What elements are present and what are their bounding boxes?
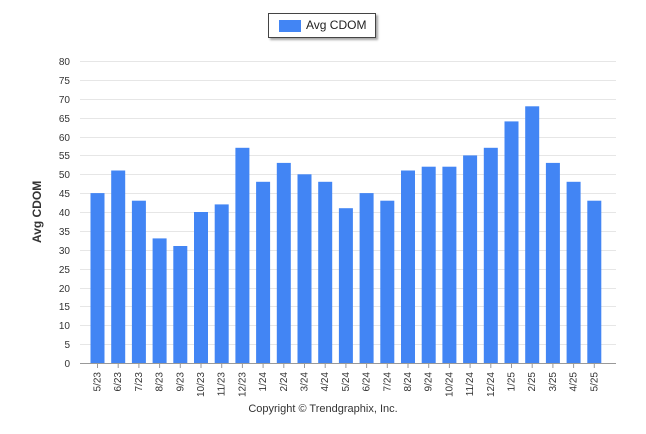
bar-3-24 [297, 174, 312, 364]
bar-7-23 [131, 200, 146, 363]
x-tick-label: 11/24 [465, 372, 476, 397]
x-tick-label: 6/23 [113, 372, 124, 392]
x-tick-label: 1/24 [258, 372, 269, 392]
bar-9-23 [173, 246, 188, 363]
x-tick-label: 2/24 [279, 372, 290, 392]
x-tick-label: 4/24 [320, 372, 331, 392]
bar-5-24 [338, 208, 353, 363]
bar-10-24 [442, 166, 457, 363]
y-tick-label: 20 [59, 284, 71, 295]
bar-12-24 [483, 147, 498, 363]
x-tick-label: 7/23 [134, 372, 145, 392]
y-tick-label: 25 [59, 265, 71, 276]
bar-9-24 [421, 166, 436, 363]
x-tick-label: 9/24 [424, 372, 435, 392]
x-tick-label: 8/24 [403, 372, 414, 392]
y-tick-label: 35 [59, 227, 71, 238]
x-tick-label: 4/25 [569, 372, 580, 392]
bar-8-24 [401, 170, 415, 363]
bar-5-23 [90, 193, 105, 363]
x-tick-label: 6/24 [362, 372, 373, 392]
x-tick-label: 3/25 [548, 372, 559, 392]
copyright-text: Copyright © Trendgraphix, Inc. [248, 403, 398, 415]
y-axis-ticks: 0 5 10 15 20 25 30 35 40 45 50 55 60 65 70 75 80 [59, 57, 71, 370]
bar-3-25 [545, 162, 560, 363]
x-tick-label: 3/24 [300, 372, 311, 392]
x-tick-label: 8/23 [155, 372, 166, 392]
bar-5-25 [587, 200, 602, 363]
bar-4-24 [318, 181, 333, 363]
y-tick-label: 5 [64, 340, 70, 351]
bar-11-23 [214, 204, 229, 363]
y-tick-label: 65 [59, 114, 71, 125]
bar-8-23 [152, 238, 167, 363]
y-tick-label: 0 [64, 359, 70, 370]
x-tick-label: 12/23 [237, 372, 248, 397]
bar-6-24 [359, 193, 374, 363]
x-tick-label: 5/24 [341, 372, 352, 392]
x-tick-label: 7/24 [382, 372, 393, 392]
y-tick-label: 80 [59, 57, 71, 68]
y-tick-label: 15 [59, 302, 71, 313]
bar-10-23 [194, 212, 208, 363]
x-tick-label: 1/25 [507, 372, 518, 392]
bar-7-24 [380, 200, 395, 363]
bar-6-23 [111, 170, 126, 363]
bar-1-24 [256, 181, 271, 363]
y-tick-label: 30 [59, 246, 71, 257]
bar-4-25 [566, 181, 581, 363]
y-tick-label: 60 [59, 133, 71, 144]
bar-12-23 [235, 147, 250, 363]
y-tick-label: 45 [59, 189, 71, 200]
legend-swatch [279, 20, 301, 32]
x-tick-label: 5/25 [589, 372, 600, 392]
bar-2-24 [276, 162, 291, 363]
y-tick-label: 40 [59, 208, 71, 219]
x-tick-label: 12/24 [486, 372, 497, 397]
bar-1-25 [504, 121, 519, 364]
y-tick-label: 55 [59, 151, 71, 162]
y-axis-label: Avg CDOM [30, 180, 44, 243]
legend-label: Avg CDOM [306, 18, 367, 32]
x-tick-label: 11/23 [217, 372, 228, 397]
x-tick-label: 10/23 [196, 372, 207, 397]
bar-11-24 [463, 155, 478, 363]
y-tick-label: 70 [59, 95, 71, 106]
x-axis-ticks: 5/23 6/23 7/23 8/23 9/23 10/23 11/23 12/23 1/24 2… [93, 363, 600, 397]
y-tick-label: 10 [59, 321, 71, 332]
x-tick-label: 5/23 [93, 372, 104, 392]
y-tick-label: 75 [59, 76, 71, 87]
x-tick-label: 10/24 [444, 372, 455, 397]
bar-2-25 [525, 106, 540, 364]
y-tick-label: 50 [59, 170, 71, 181]
legend: Avg CDOM [268, 13, 376, 38]
bars [90, 106, 602, 364]
x-tick-label: 2/25 [527, 372, 538, 392]
x-tick-label: 9/23 [175, 372, 186, 392]
